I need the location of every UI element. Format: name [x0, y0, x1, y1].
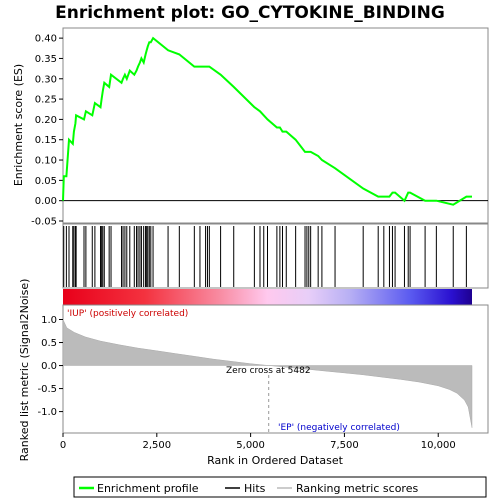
es-panel: -0.05 0.00 0.05 0.10 0.15 0.20 0.25 0.30 0.35 0.4…: [12, 27, 489, 228]
x-axis-label: Rank in Ordered Dataset: [207, 454, 344, 467]
metric-y-tick-label: 0.0: [41, 361, 57, 372]
metric-y-tick-label: -0.5: [37, 384, 57, 395]
positive-annotation: 'IUP' (positively correlated): [67, 309, 188, 319]
rank-color-bar: [63, 289, 472, 305]
enrichment-profile-line: [62, 36, 472, 206]
es-y-label: Enrichment score (ES): [12, 64, 25, 186]
metric-y-ticks: -1.0 -0.5 0.0 0.5 1.0: [37, 315, 63, 418]
es-y-tick-label: 0.10: [35, 156, 57, 167]
legend: Enrichment profile Hits Ranking metric s…: [73, 476, 487, 498]
es-y-tick-label: 0.35: [35, 54, 57, 65]
x-tick-label: 2,500: [142, 440, 171, 451]
negative-annotation: 'EP' (negatively correlated): [278, 423, 400, 433]
ranking-metric-area: [62, 319, 473, 428]
hits-panel: [62, 223, 489, 289]
legend-box: [73, 476, 487, 498]
chart-title: Enrichment plot: GO_CYTOKINE_BINDING: [55, 3, 445, 23]
legend-profile-label: Enrichment profile: [97, 482, 199, 495]
legend-hits-label: Hits: [244, 482, 266, 495]
zero-cross-annotation: Zero cross at 5482: [226, 366, 311, 376]
es-y-tick-label: 0.40: [35, 34, 57, 45]
es-y-ticks: -0.05 0.00 0.05 0.10 0.15 0.20 0.25 0.30 0.35 0.4…: [31, 34, 63, 228]
metric-y-tick-label: 0.5: [41, 338, 57, 349]
metric-y-label: Ranked list metric (Signal2Noise): [18, 279, 31, 462]
metric-y-tick-label: -1.0: [37, 407, 57, 418]
legend-metric-label: Ranking metric scores: [296, 482, 418, 495]
es-y-tick-label: 0.05: [35, 176, 57, 187]
es-y-tick-label: 0.20: [35, 115, 57, 126]
x-tick-label: 10,000: [421, 440, 456, 451]
es-y-tick-label: -0.05: [31, 217, 57, 228]
x-tick-label: 5,000: [236, 440, 265, 451]
metric-panel: -1.0 -0.5 0.0 0.5 1.0 'IUP' (positively corr…: [18, 279, 489, 462]
es-y-tick-label: 0.00: [35, 196, 57, 207]
hits-ticks: [63, 226, 467, 287]
es-y-tick-label: 0.25: [35, 95, 57, 106]
x-tick-label: 7,500: [330, 440, 359, 451]
metric-y-tick-label: 1.0: [41, 315, 57, 326]
x-tick-label: 0: [60, 440, 66, 451]
es-y-tick-label: 0.15: [35, 135, 57, 146]
x-axis-ticks: 0 2,500 5,000 7,500 10,000: [60, 433, 456, 451]
es-y-tick-label: 0.30: [35, 74, 57, 85]
